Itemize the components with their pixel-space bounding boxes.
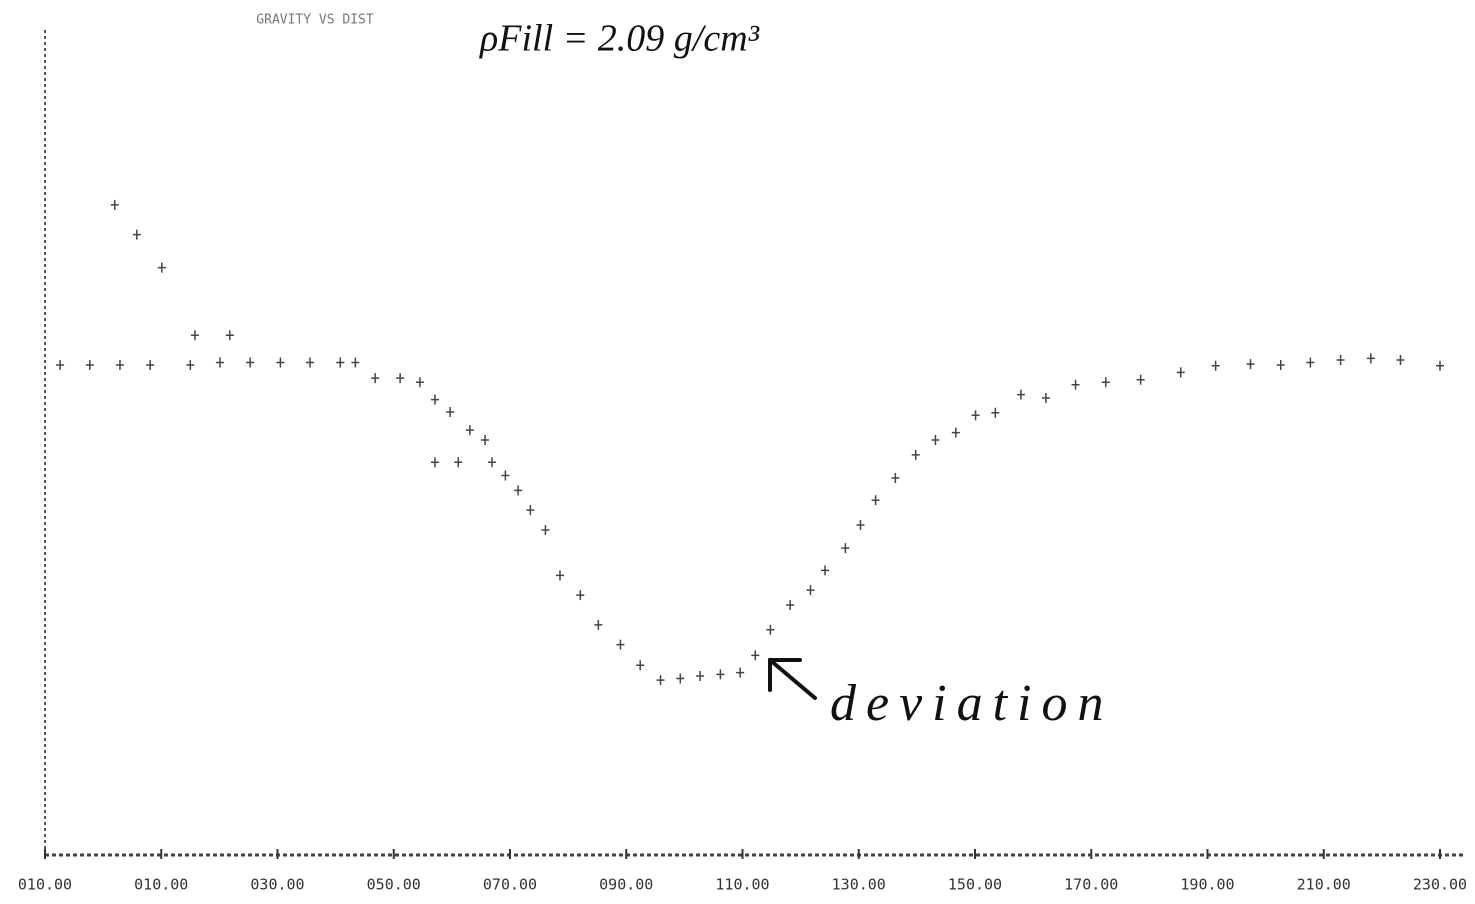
- data-point: [466, 425, 474, 435]
- data-point: [807, 585, 815, 595]
- annotation-density: ρFill = 2.09 g/cm³: [479, 18, 760, 60]
- data-point: [972, 410, 980, 420]
- data-point: [856, 520, 864, 530]
- data-point: [1247, 359, 1255, 369]
- data-point: [226, 330, 234, 340]
- data-point: [186, 360, 194, 370]
- data-point: [1177, 367, 1185, 377]
- data-point: [454, 457, 462, 467]
- data-point: [216, 357, 224, 367]
- data-point: [1137, 375, 1145, 385]
- data-point: [891, 473, 899, 483]
- data-point: [1436, 361, 1444, 371]
- data-point: [1396, 355, 1404, 365]
- data-point: [431, 395, 439, 405]
- data-point: [56, 360, 64, 370]
- x-tick-label: 010.00: [134, 876, 188, 894]
- data-point: [556, 570, 564, 580]
- data-point: [766, 625, 774, 635]
- data-point: [276, 357, 284, 367]
- data-point: [133, 230, 141, 240]
- data-point: [191, 330, 199, 340]
- chart: GRAVITY VS DIST ρFill = 2.09 g/cm³ devia…: [0, 0, 1475, 904]
- x-tick-label: 090.00: [599, 876, 653, 894]
- x-tick-label: 130.00: [832, 876, 886, 894]
- x-tick-label: 030.00: [250, 876, 304, 894]
- data-point: [576, 590, 584, 600]
- data-point: [657, 675, 665, 685]
- data-point: [416, 377, 424, 387]
- data-point: [991, 408, 999, 418]
- x-tick-label: 010.00: [18, 876, 72, 894]
- data-point: [488, 457, 496, 467]
- data-point: [821, 565, 829, 575]
- data-point: [696, 671, 704, 681]
- data-point: [636, 660, 644, 670]
- x-tick-label: 230.00: [1413, 876, 1467, 894]
- x-tick-label: 210.00: [1297, 876, 1351, 894]
- data-point: [1337, 355, 1345, 365]
- data-point: [952, 428, 960, 438]
- arrow-shaft: [770, 660, 815, 698]
- data-point: [1367, 353, 1375, 363]
- data-point: [116, 360, 124, 370]
- data-point: [146, 360, 154, 370]
- data-point: [786, 600, 794, 610]
- data-point: [541, 525, 549, 535]
- data-point: [1212, 361, 1220, 371]
- x-tick-label: 070.00: [483, 876, 537, 894]
- x-tick-label: 110.00: [715, 876, 769, 894]
- data-point: [514, 485, 522, 495]
- data-point: [246, 357, 254, 367]
- data-point: [931, 435, 939, 445]
- data-point: [481, 435, 489, 445]
- data-point: [751, 650, 759, 660]
- data-point: [1277, 360, 1285, 370]
- data-point: [371, 373, 379, 383]
- data-point: [841, 543, 849, 553]
- data-point: [676, 673, 684, 683]
- x-tick-label: 050.00: [367, 876, 421, 894]
- data-point: [1072, 380, 1080, 390]
- data-point: [1017, 390, 1025, 400]
- data-point: [616, 640, 624, 650]
- x-tick-label: 190.00: [1180, 876, 1234, 894]
- data-point: [716, 669, 724, 679]
- chart-title: GRAVITY VS DIST: [256, 13, 374, 28]
- data-point: [1042, 393, 1050, 403]
- data-point: [1306, 357, 1314, 367]
- data-point: [1102, 377, 1110, 387]
- data-point: [736, 668, 744, 678]
- data-point: [501, 471, 509, 481]
- data-point: [872, 495, 880, 505]
- data-point: [526, 505, 534, 515]
- x-tick-label: 170.00: [1064, 876, 1118, 894]
- data-point: [912, 450, 920, 460]
- annotation-deviation: deviation: [830, 675, 1114, 732]
- data-point: [306, 357, 314, 367]
- deviation-arrow: [770, 660, 815, 698]
- data-point: [594, 620, 602, 630]
- data-point: [431, 457, 439, 467]
- data-point: [111, 200, 119, 210]
- data-point: [396, 373, 404, 383]
- data-point: [86, 360, 94, 370]
- data-point: [351, 357, 359, 367]
- data-point: [446, 407, 454, 417]
- data-point: [336, 357, 344, 367]
- x-tick-label: 150.00: [948, 876, 1002, 894]
- data-point: [158, 263, 166, 273]
